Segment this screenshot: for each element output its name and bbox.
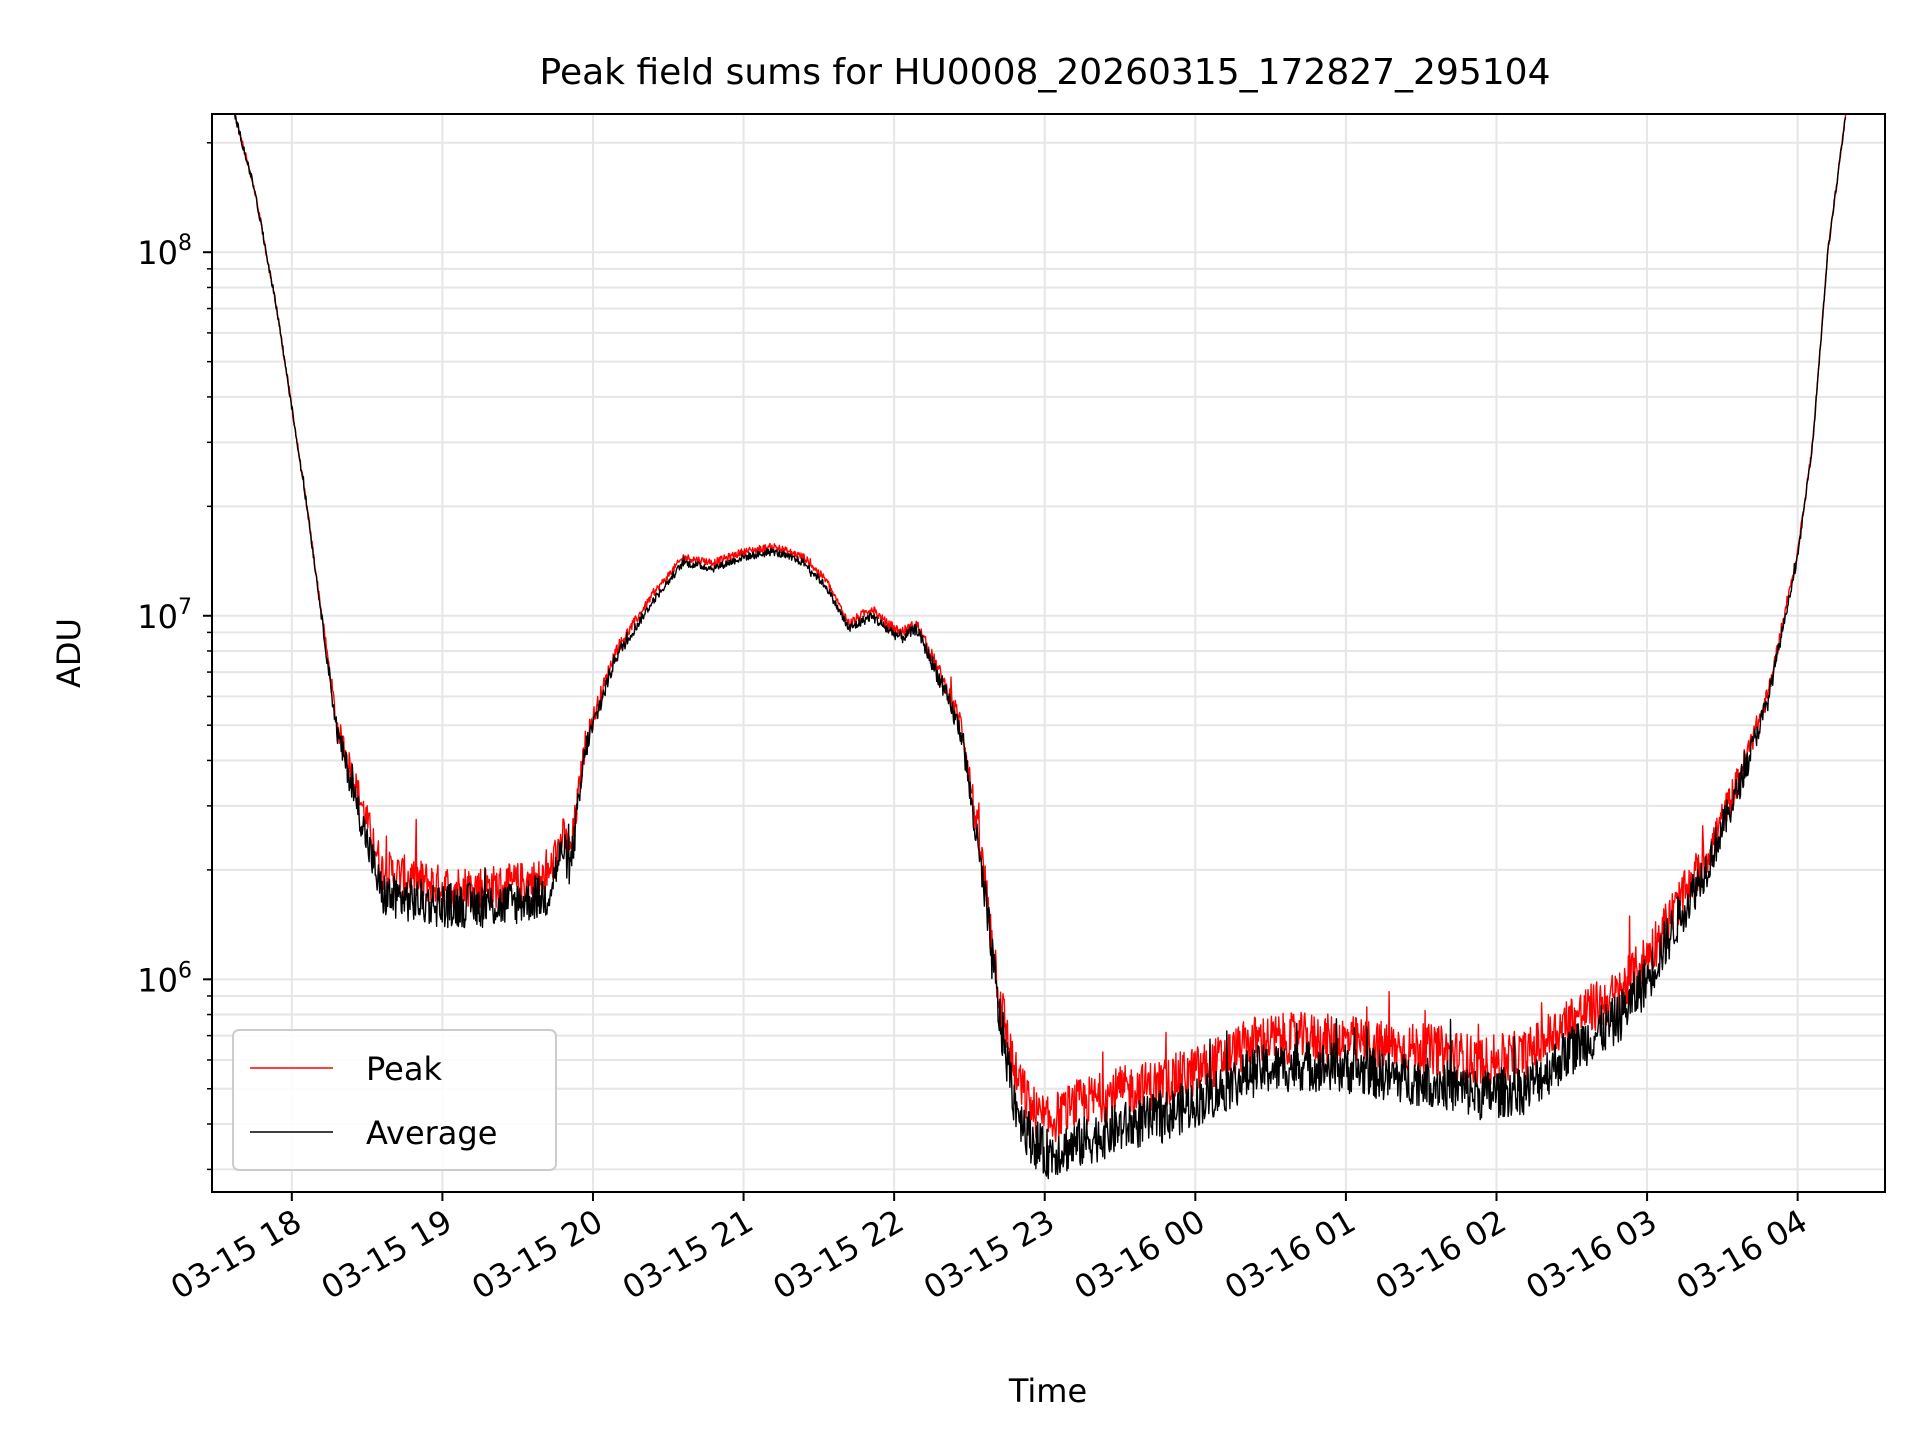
series-line-average — [234, 114, 1847, 1180]
y-tick-label: 106 — [137, 958, 192, 999]
legend: Peak Average — [232, 1029, 557, 1171]
x-axis-label: Time — [1008, 1372, 1087, 1410]
y-tick-label: 107 — [137, 595, 192, 636]
y-axis-label: ADU — [50, 618, 88, 688]
legend-label-average: Average — [366, 1114, 497, 1152]
y-tick-label: 108 — [137, 231, 192, 272]
chart-title: Peak field sums for HU0008_20260315_1728… — [540, 52, 1551, 93]
y-axis: 106 107 108 — [137, 142, 212, 1171]
legend-label-peak: Peak — [366, 1050, 442, 1088]
series-layer — [234, 114, 1847, 1180]
series-line-peak — [234, 114, 1847, 1143]
legend-box — [232, 1029, 557, 1171]
plot-frame — [211, 113, 1886, 1193]
